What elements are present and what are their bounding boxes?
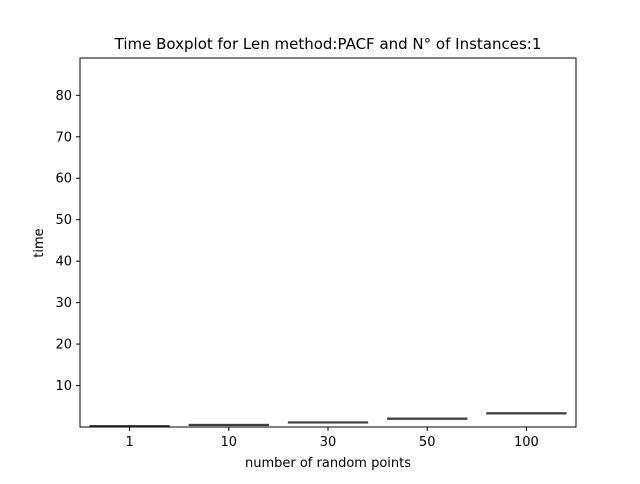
chart-title: Time Boxplot for Len method:PACF and N° … bbox=[114, 35, 542, 53]
plot-area: 10 20 30 40 50 60 70 80 1 10 30 50 100 bbox=[55, 57, 577, 450]
y-tick-label-70: 70 bbox=[55, 130, 72, 145]
y-tick-label-30: 30 bbox=[55, 296, 72, 311]
x-tick-label-100: 100 bbox=[514, 435, 539, 450]
x-tick-label-1: 1 bbox=[125, 435, 133, 450]
y-tick-label-60: 60 bbox=[55, 172, 72, 187]
x-tick-label-10: 10 bbox=[221, 435, 238, 450]
y-tick-label-10: 10 bbox=[55, 379, 72, 394]
x-axis-label: number of random points bbox=[245, 456, 411, 471]
axes-frame bbox=[79, 57, 577, 428]
y-axis-label: time bbox=[32, 228, 47, 257]
y-tick-label-40: 40 bbox=[55, 255, 72, 270]
x-tick-label-50: 50 bbox=[419, 435, 436, 450]
y-tick-label-20: 20 bbox=[55, 338, 72, 353]
x-tick-label-30: 30 bbox=[320, 435, 337, 450]
y-tick-label-50: 50 bbox=[55, 213, 72, 228]
y-tick-label-80: 80 bbox=[55, 89, 72, 104]
